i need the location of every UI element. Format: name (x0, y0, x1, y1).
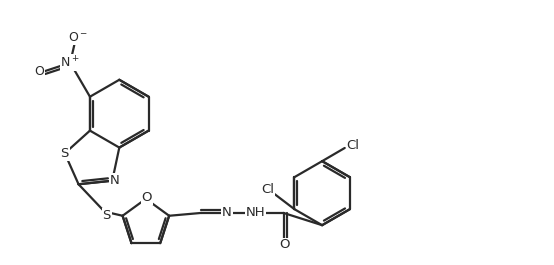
Text: NH: NH (245, 206, 265, 219)
Text: Cl: Cl (261, 183, 274, 196)
Text: O: O (142, 191, 152, 204)
Text: Cl: Cl (347, 139, 360, 152)
Text: S: S (102, 209, 111, 222)
Text: O: O (279, 238, 290, 251)
Text: O$^-$: O$^-$ (68, 31, 88, 44)
Text: O: O (35, 65, 44, 78)
Text: S: S (60, 147, 69, 160)
Text: N$^+$: N$^+$ (60, 55, 80, 70)
Text: N: N (110, 174, 120, 187)
Text: N: N (222, 206, 232, 219)
